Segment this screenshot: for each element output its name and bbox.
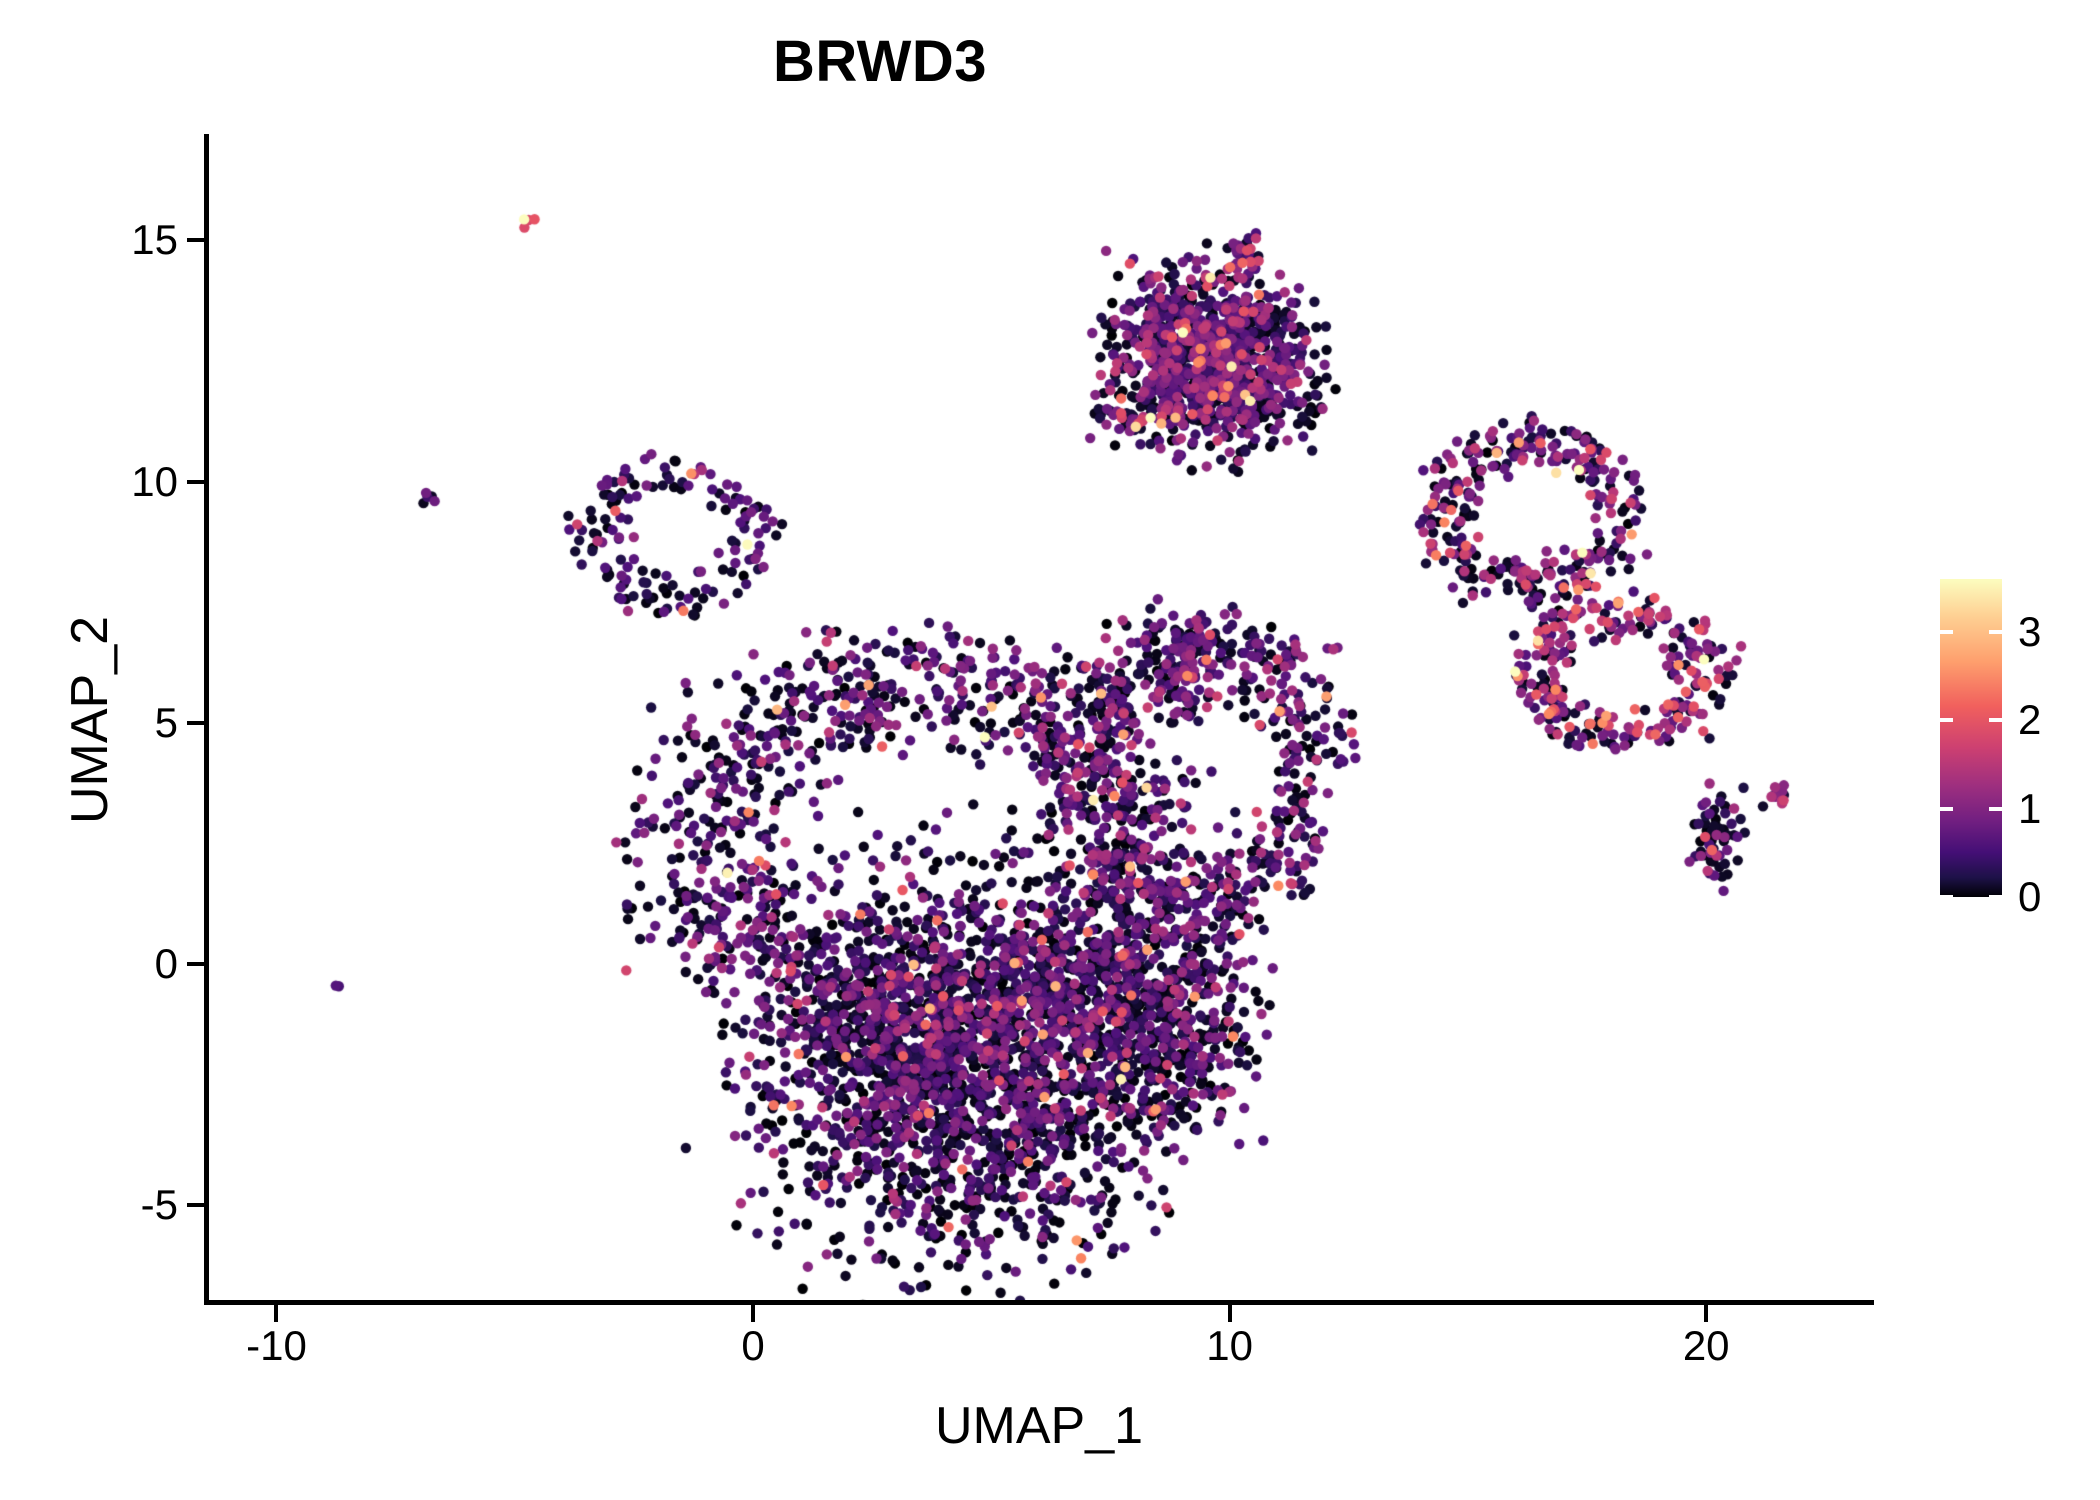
x-tick-label: -10 <box>246 1322 307 1369</box>
colorbar-tick-mark <box>1940 806 1953 811</box>
y-tick-label: 5 <box>154 698 178 746</box>
y-tick-label: -5 <box>140 1181 178 1229</box>
y-axis-ticks: 15 10 5 0 -5 <box>0 0 178 1500</box>
x-tick-mark <box>751 1305 756 1322</box>
colorbar-tick-mark <box>1989 718 2002 723</box>
page-title: BRWD3 <box>772 29 988 94</box>
scatter-points-canvas <box>205 134 1873 1302</box>
colorbar-tick-mark <box>1940 895 1953 899</box>
y-tick-mark <box>187 720 204 725</box>
colorbar-tick-label: 3 <box>2018 608 2042 655</box>
x-tick-mark <box>274 1305 279 1322</box>
y-tick-label: 10 <box>131 457 178 505</box>
x-tick-mark <box>1227 1305 1232 1322</box>
x-tick-label: 10 <box>1206 1322 1253 1369</box>
x-axis-line <box>204 1300 1874 1305</box>
colorbar-tick-label: 1 <box>2018 784 2042 832</box>
y-tick-mark <box>187 479 204 484</box>
y-tick-label: 0 <box>154 940 178 988</box>
plot-panel <box>205 134 1873 1302</box>
colorbar-tick-label: 2 <box>2018 696 2042 744</box>
colorbar-gradient: 3 2 1 0 <box>1940 579 2041 920</box>
y-axis-title: UMAP_2 <box>61 615 119 825</box>
color-legend: 3 2 1 0 <box>1940 579 2041 920</box>
y-axis-line <box>204 134 209 1305</box>
colorbar-tick-mark <box>1940 718 1953 723</box>
x-tick-label: 0 <box>741 1322 765 1369</box>
colorbar-tick-label: 0 <box>2018 873 2042 920</box>
y-tick-mark <box>187 962 204 967</box>
colorbar-tick-mark <box>1989 806 2002 811</box>
y-tick-label: 15 <box>131 216 178 264</box>
colorbar-tick-mark <box>1940 630 1953 634</box>
x-tick-mark <box>1704 1305 1709 1322</box>
x-tick-label: 20 <box>1682 1322 1730 1369</box>
colorbar-tick-mark <box>1989 630 2002 634</box>
y-tick-mark <box>187 238 204 243</box>
y-tick-mark <box>187 1203 204 1208</box>
colorbar-tick-mark <box>1989 895 2002 899</box>
x-axis-title: UMAP_1 <box>934 1397 1144 1455</box>
